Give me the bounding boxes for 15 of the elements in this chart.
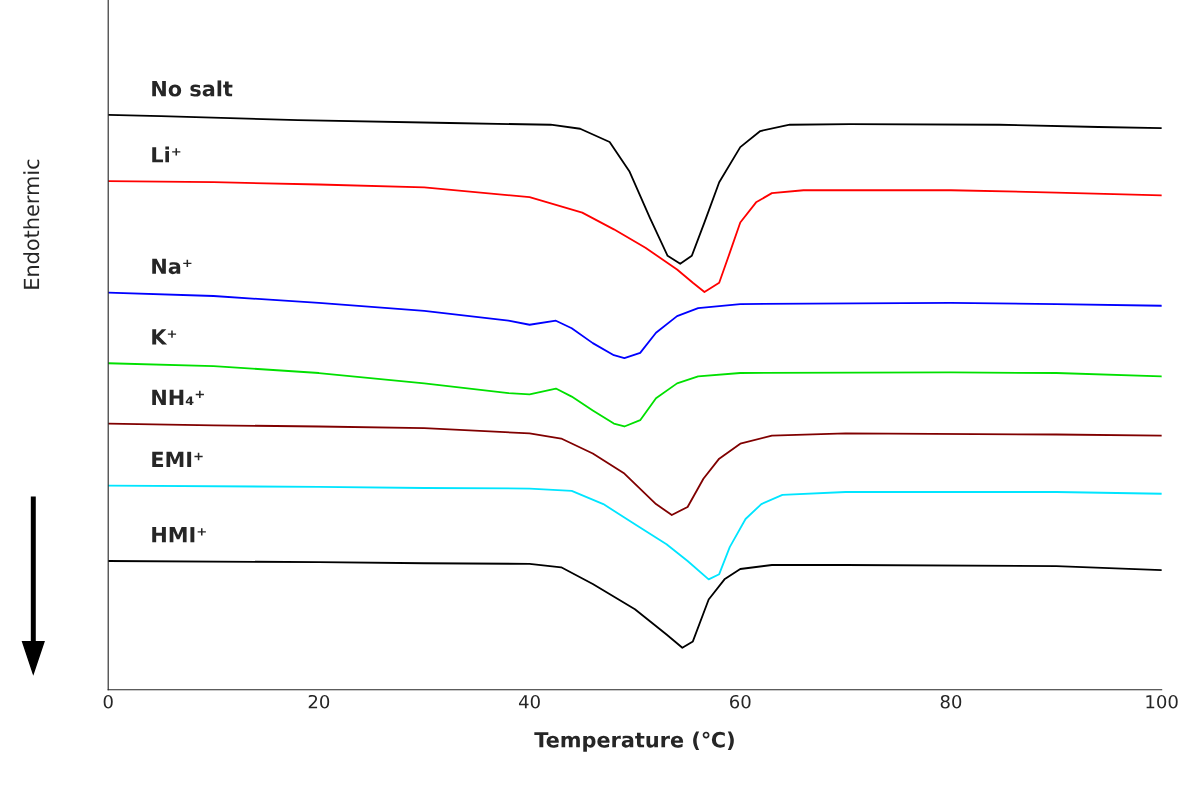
series-label: No salt: [152, 80, 233, 97]
series-label: EMI⁺: [152, 451, 203, 467]
x-tick-label: 20: [308, 694, 330, 709]
x-axis-title: Temperature (℃): [534, 731, 734, 752]
x-tick-label: 0: [103, 694, 113, 709]
series-label: NH₄⁺: [152, 389, 204, 405]
y-axis-title: Endothermic: [23, 159, 40, 289]
x-tick-label: 60: [730, 694, 751, 709]
series-label: Na⁺: [152, 258, 192, 275]
series-label: Li⁺: [152, 146, 181, 163]
series-label: K⁺: [152, 329, 177, 345]
x-tick-label: 100: [1146, 694, 1178, 709]
series-label: HMI⁺: [152, 527, 206, 543]
x-tick-label: 80: [940, 694, 962, 709]
x-tick-label: 40: [518, 694, 540, 709]
